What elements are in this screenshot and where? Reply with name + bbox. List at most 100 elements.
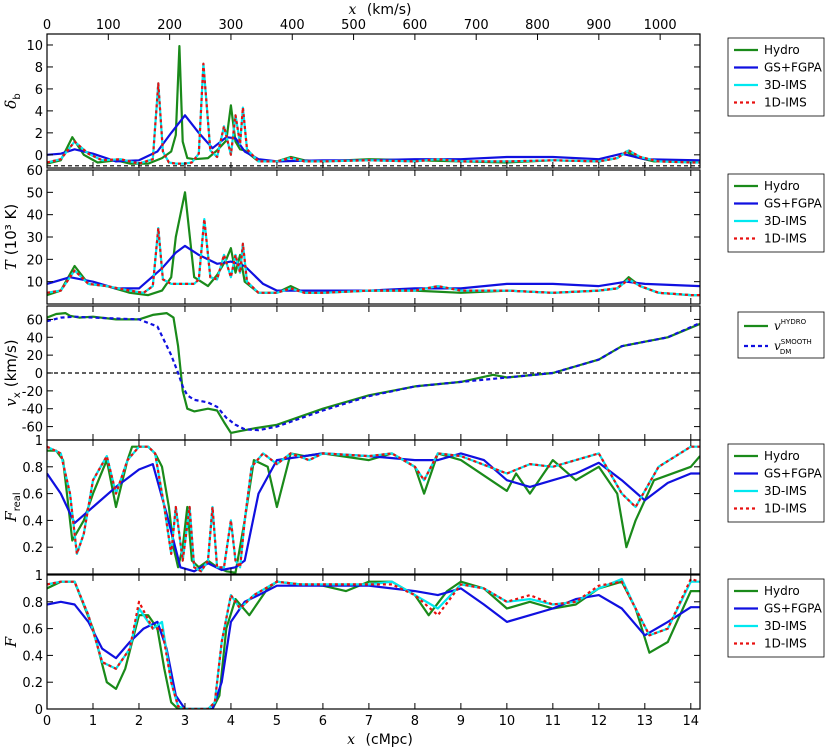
x-tick-label: 6 [319, 714, 327, 729]
x-tick-label: 1 [89, 714, 97, 729]
y-tick-label: 0.4 [22, 649, 43, 664]
y-axis-label-var: v [2, 398, 20, 407]
y-tick-label: 0.2 [22, 541, 43, 556]
panel-delta_b: 0 2 4 6 8 10 δb [2, 33, 701, 169]
y-tick-label: 1 [35, 569, 43, 584]
x-tick-label: 10 [499, 714, 516, 729]
y-tick-label: 6 [35, 83, 43, 98]
series-line-hydro [47, 191, 700, 297]
legend-temperature: Hydro GS+FGPA 3D-IMS 1D-IMS [727, 173, 825, 253]
top-axis-label-var: x [348, 2, 356, 18]
y-axis-label: F [2, 636, 20, 648]
y-axis-label-sub: real [12, 492, 23, 511]
bottom-axis-label-var: x [347, 732, 355, 748]
legend-label-ims1d: 1D-IMS [764, 637, 807, 651]
y-axis-label-unit: (10³ K) [2, 204, 20, 255]
legend-label-hydro: vHYDRO [774, 318, 807, 333]
series-line-ims3d [47, 577, 700, 709]
series-line-gs [47, 114, 700, 163]
y-tick-label: 1 [35, 434, 43, 449]
legend-var: v [774, 319, 781, 333]
y-axis-label-unit: (km/s) [2, 339, 20, 387]
top-tick-label: 100 [96, 18, 121, 33]
x-tick-label: 12 [591, 714, 608, 729]
series-line-hydro [47, 45, 700, 165]
top-tick-label: 600 [402, 18, 427, 33]
series-line-hydro [47, 580, 700, 709]
y-tick-label: 0 [35, 367, 43, 382]
x-tick-label: 7 [365, 714, 373, 729]
top-tick-label: 400 [280, 18, 305, 33]
y-axis-label-var: T [2, 259, 20, 270]
legend-var: v [774, 339, 781, 353]
panel-frame [46, 33, 701, 169]
legend-label-gs: GS+FGPA [764, 467, 823, 481]
x-tick-label: 8 [411, 714, 419, 729]
y-tick-label: 40 [26, 331, 43, 346]
series-line-ims1d [47, 445, 700, 573]
x-tick-label: 3 [181, 714, 189, 729]
series-line-ims1d [47, 62, 700, 165]
panel-f_real: 0.2 0.4 0.6 0.8 1 Freal [2, 434, 701, 575]
y-tick-label: 30 [26, 231, 43, 246]
y-axis-label-var: F [2, 636, 20, 648]
bottom-axis: x (cMpc) 0 1 2 3 4 5 6 7 8 9 10 11 12 13 14 [43, 714, 699, 748]
legend-box [737, 311, 825, 359]
y-tick-label: 2 [35, 127, 43, 142]
legend-label-ims3d: 3D-IMS [764, 484, 807, 498]
top-tick-label: 800 [525, 18, 550, 33]
legend-f_real: Hydro GS+FGPA 3D-IMS 1D-IMS [727, 443, 825, 523]
legends: Hydro GS+FGPA 3D-IMS 1D-IMS Hydro GS+FGPA 3D-I… [727, 37, 825, 658]
x-tick-label: 14 [683, 714, 700, 729]
series-line-ims1d [47, 218, 700, 297]
y-tick-label: 4 [35, 105, 43, 120]
legend-label-gs: GS+FGPA [764, 61, 823, 75]
panel-frame [46, 574, 701, 710]
x-tick-label: 4 [227, 714, 235, 729]
y-tick-label: 50 [26, 186, 43, 201]
legend-label-hydro: Hydro [764, 43, 800, 57]
legend-label-ims1d: 1D-IMS [764, 232, 807, 246]
y-tick-label: -40 [22, 403, 43, 418]
top-tick-label: 0 [43, 18, 51, 33]
y-tick-label: 10 [26, 276, 43, 291]
series-line-ims1d [47, 577, 700, 709]
panel-velocity: -60 -40 -20 0 20 40 60 vx (km/s) [2, 305, 701, 441]
y-tick-label: -20 [22, 385, 43, 400]
y-axis-label-var: F [2, 511, 20, 523]
series-line-vdm [47, 315, 700, 432]
legend-label-ims3d: 3D-IMS [764, 619, 807, 633]
legend-sup: HYDRO [781, 318, 807, 326]
bottom-axis-label-unit: (cMpc) [366, 732, 413, 748]
y-axis-label: δb [2, 93, 23, 108]
y-tick-label: -60 [22, 421, 43, 436]
panel-f_redshift: 0 0.2 0.4 0.6 0.8 1 F [2, 569, 701, 718]
legend-delta_b: Hydro GS+FGPA 3D-IMS 1D-IMS [727, 37, 825, 117]
x-tick-label: 0 [43, 714, 51, 729]
y-tick-label: 0.8 [22, 596, 43, 611]
series-line-gs [47, 584, 700, 709]
y-tick-label: 10 [26, 39, 43, 54]
legend-f_redshift: Hydro GS+FGPA 3D-IMS 1D-IMS [727, 578, 825, 658]
y-axis-label-var: δ [2, 100, 20, 109]
y-axis-label: Freal [2, 492, 23, 522]
legend-label-vdm: vSMOOTH DM [774, 338, 812, 356]
y-tick-label: 40 [26, 209, 43, 224]
legend-label-ims1d: 1D-IMS [764, 96, 807, 110]
y-axis-label: T (10³ K) [2, 204, 20, 270]
y-tick-label: 0.6 [22, 488, 43, 503]
y-tick-label: 8 [35, 61, 43, 76]
legend-label-ims3d: 3D-IMS [764, 78, 807, 92]
y-tick-label: 60 [26, 313, 43, 328]
panel-temperature: 10 20 30 40 50 60 T (10³ K) [2, 164, 701, 305]
top-tick-label: 1000 [644, 18, 677, 33]
legend-label-gs: GS+FGPA [764, 197, 823, 211]
x-tick-label: 13 [637, 714, 654, 729]
top-axis: x (km/s) 0 100 200 300 400 500 600 700 800 900 100… [43, 2, 677, 40]
legend-label-hydro: Hydro [764, 584, 800, 598]
y-axis-label-sub: b [12, 93, 23, 99]
y-tick-label: 20 [26, 253, 43, 268]
legend-label-hydro: Hydro [764, 449, 800, 463]
y-tick-label: 0.4 [22, 514, 43, 529]
